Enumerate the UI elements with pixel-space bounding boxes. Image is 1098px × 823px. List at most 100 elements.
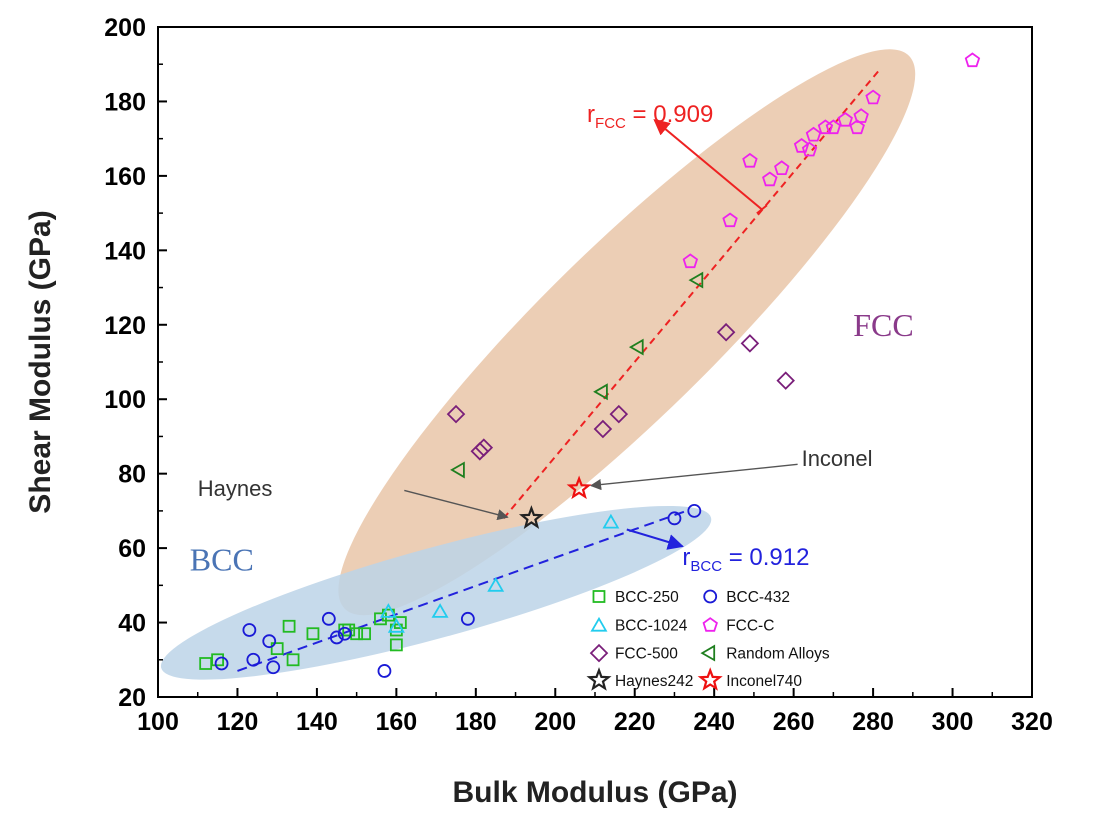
data-point [450, 461, 465, 479]
data-point [609, 404, 629, 424]
x-tick-label: 200 [534, 708, 576, 736]
y-tick-label: 60 [118, 535, 146, 563]
data-point [214, 656, 229, 671]
x-tick-label: 280 [852, 708, 894, 736]
x-tick-label: 220 [614, 708, 656, 736]
data-point [716, 322, 736, 342]
inconel-annotation: Inconel [802, 446, 873, 471]
r-bcc-subscript: BCC [690, 558, 722, 575]
x-tick-label: 180 [455, 708, 497, 736]
bcc-region-label: BCC [190, 541, 254, 577]
series-fcc-500 [446, 322, 795, 461]
data-point [518, 505, 544, 529]
x-tick-label: 320 [1011, 708, 1053, 736]
series-fcc-c [682, 52, 981, 269]
bcc-region-ellipse [160, 505, 712, 680]
data-point [688, 271, 704, 289]
y-tick-label: 180 [104, 88, 146, 116]
legend-marker [592, 590, 606, 603]
r-fcc-arrow [653, 119, 763, 211]
data-point [474, 438, 494, 457]
y-tick-label: 80 [118, 461, 146, 489]
legend-label: BCC-432 [726, 589, 790, 606]
legend-marker [590, 616, 608, 632]
y-tick-label: 200 [104, 14, 146, 42]
legend-item: FCC-500 [589, 643, 678, 663]
y-tick-label: 100 [104, 386, 146, 414]
r-fcc-symbol: r [587, 101, 595, 128]
y-tick-label: 120 [104, 312, 146, 340]
data-point [817, 119, 834, 135]
data-point [849, 119, 865, 135]
data-points-layer [199, 52, 981, 678]
data-point [801, 141, 818, 157]
legend-item: Haynes242 [586, 667, 693, 691]
data-point [774, 160, 790, 176]
series-inconel740 [566, 475, 592, 500]
data-point [628, 338, 644, 356]
legend-marker [700, 644, 716, 662]
r-bcc-value: = 0.912 [722, 544, 809, 571]
data-point [740, 334, 760, 353]
legend-item: Random Alloys [700, 644, 830, 663]
data-point [262, 634, 277, 649]
legend-item: FCC-C [702, 617, 774, 635]
legend-marker [703, 589, 718, 604]
y-axis-title: Shear Modulus (GPa) [24, 210, 57, 513]
x-tick-label: 120 [217, 708, 259, 736]
data-point [358, 627, 371, 641]
legend-marker [697, 667, 723, 691]
data-point [431, 603, 449, 618]
legend-item: BCC-432 [703, 589, 790, 606]
series-bcc-1024 [379, 513, 620, 633]
y-tick-label: 40 [118, 610, 146, 638]
data-point [825, 119, 842, 135]
data-point [211, 653, 224, 667]
data-point [593, 419, 613, 439]
data-point [286, 653, 300, 667]
data-point [389, 638, 403, 652]
r-bcc-symbol: r [682, 544, 690, 571]
data-point [487, 576, 505, 592]
data-point [270, 642, 284, 656]
data-point [460, 611, 475, 626]
x-tick-label: 240 [693, 708, 735, 736]
x-tick-label: 140 [296, 708, 338, 736]
legend-item: Inconel740 [697, 667, 802, 691]
data-point [776, 371, 795, 390]
data-point [837, 111, 853, 127]
legend-label: FCC-C [726, 618, 774, 635]
data-point [329, 630, 344, 645]
fcc-region-ellipse [338, 49, 916, 616]
haynes-annotation: Haynes [198, 476, 273, 501]
data-point [306, 627, 320, 641]
data-point [964, 52, 981, 68]
data-point [377, 664, 392, 678]
x-tick-label: 160 [376, 708, 418, 736]
axes-layer: 100 120 140 160 180 200 220 240 260 280 300 320 20 40… [104, 14, 1053, 736]
data-point [865, 89, 881, 105]
data-point [266, 660, 281, 675]
legend-marker [702, 617, 718, 632]
legend-marker [589, 643, 609, 663]
legend-label: Haynes242 [615, 673, 693, 690]
fcc-fit-line [502, 67, 882, 519]
series-bcc-432 [214, 503, 702, 678]
inconel-arrow [589, 463, 798, 491]
r-fcc-value: = 0.909 [626, 101, 713, 128]
haynes-arrow [404, 489, 509, 521]
series-random-alloys [450, 271, 704, 479]
data-point [246, 652, 261, 667]
data-point [687, 503, 702, 518]
data-point [805, 126, 822, 142]
x-tick-label: 100 [137, 708, 179, 736]
data-point [282, 619, 296, 633]
legend-label: FCC-500 [615, 646, 678, 663]
fcc-region-label: FCC [853, 307, 913, 343]
data-point [793, 137, 810, 153]
legend-label: BCC-250 [615, 589, 679, 606]
data-point [566, 475, 592, 500]
data-point [379, 603, 397, 618]
x-tick-label: 300 [932, 708, 974, 736]
